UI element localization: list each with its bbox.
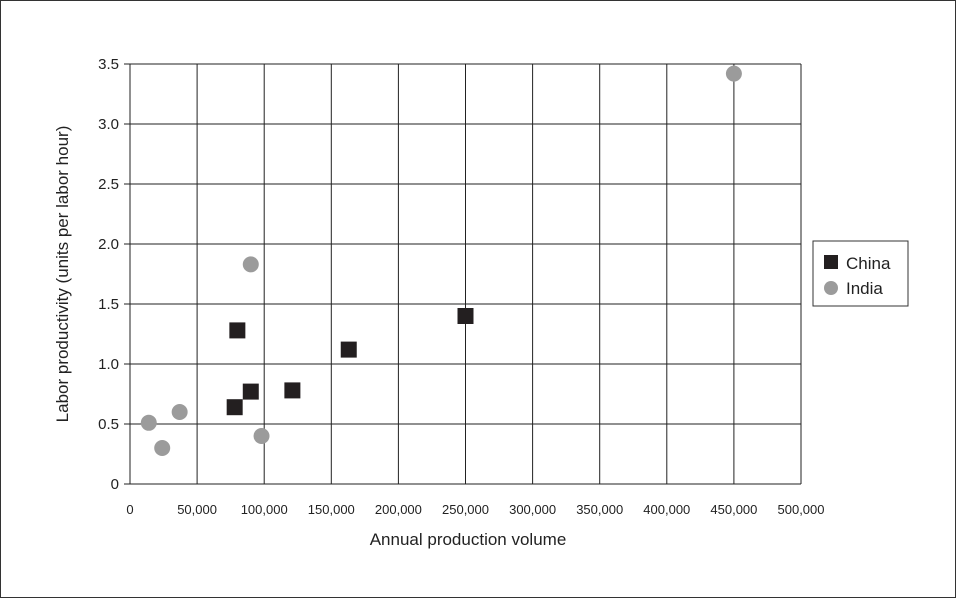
y-tick-label: 3.0 — [98, 116, 119, 133]
y-tick-label: 0.5 — [98, 416, 119, 433]
china-point — [229, 322, 246, 339]
y-tick-label: 0 — [111, 476, 119, 493]
x-tick-labels: 0 50,000 100,000 150,000 200,000 250,000 300,0… — [126, 502, 824, 517]
y-tick-labels: 0 0.5 1.0 1.5 2.0 2.5 3.0 3.5 — [98, 56, 119, 493]
legend-china-marker — [824, 255, 838, 269]
india-point — [154, 440, 171, 456]
china-point — [340, 341, 357, 358]
x-tick-label: 350,000 — [576, 502, 623, 517]
india-point — [140, 414, 157, 431]
india-point — [253, 428, 270, 444]
x-tick-label: 200,000 — [375, 502, 422, 517]
y-tick-label: 1.5 — [98, 296, 119, 313]
x-tick-label: 450,000 — [710, 502, 757, 517]
legend: China India — [812, 240, 909, 307]
china-point — [284, 382, 301, 399]
legend-india-label: India — [846, 279, 883, 298]
china-point — [226, 399, 243, 416]
x-tick-label: 150,000 — [308, 502, 355, 517]
y-tick-label: 2.5 — [98, 176, 119, 193]
india-point — [725, 65, 742, 82]
data-points — [140, 65, 742, 456]
x-tick-label: 300,000 — [509, 502, 556, 517]
y-tick-label: 3.5 — [98, 56, 119, 73]
x-tick-label: 100,000 — [241, 502, 288, 517]
india-point — [242, 256, 259, 273]
x-tick-label: 50,000 — [177, 502, 217, 517]
legend-india-marker — [824, 281, 838, 295]
y-tick-label: 1.0 — [98, 356, 119, 373]
china-point — [242, 383, 259, 400]
x-axis-title: Annual production volume — [370, 530, 567, 549]
y-axis-title: Labor productivity (units per labor hour… — [53, 126, 72, 423]
legend-box — [812, 240, 909, 307]
x-tick-label: 0 — [126, 502, 133, 517]
x-tick-label: 400,000 — [643, 502, 690, 517]
y-tick-label: 2.0 — [98, 236, 119, 253]
grid-lines — [124, 63, 802, 485]
x-tick-label: 500,000 — [778, 502, 825, 517]
x-tick-label: 250,000 — [442, 502, 489, 517]
india-point — [171, 404, 188, 420]
legend-china-label: China — [846, 254, 891, 273]
china-point — [457, 308, 474, 324]
